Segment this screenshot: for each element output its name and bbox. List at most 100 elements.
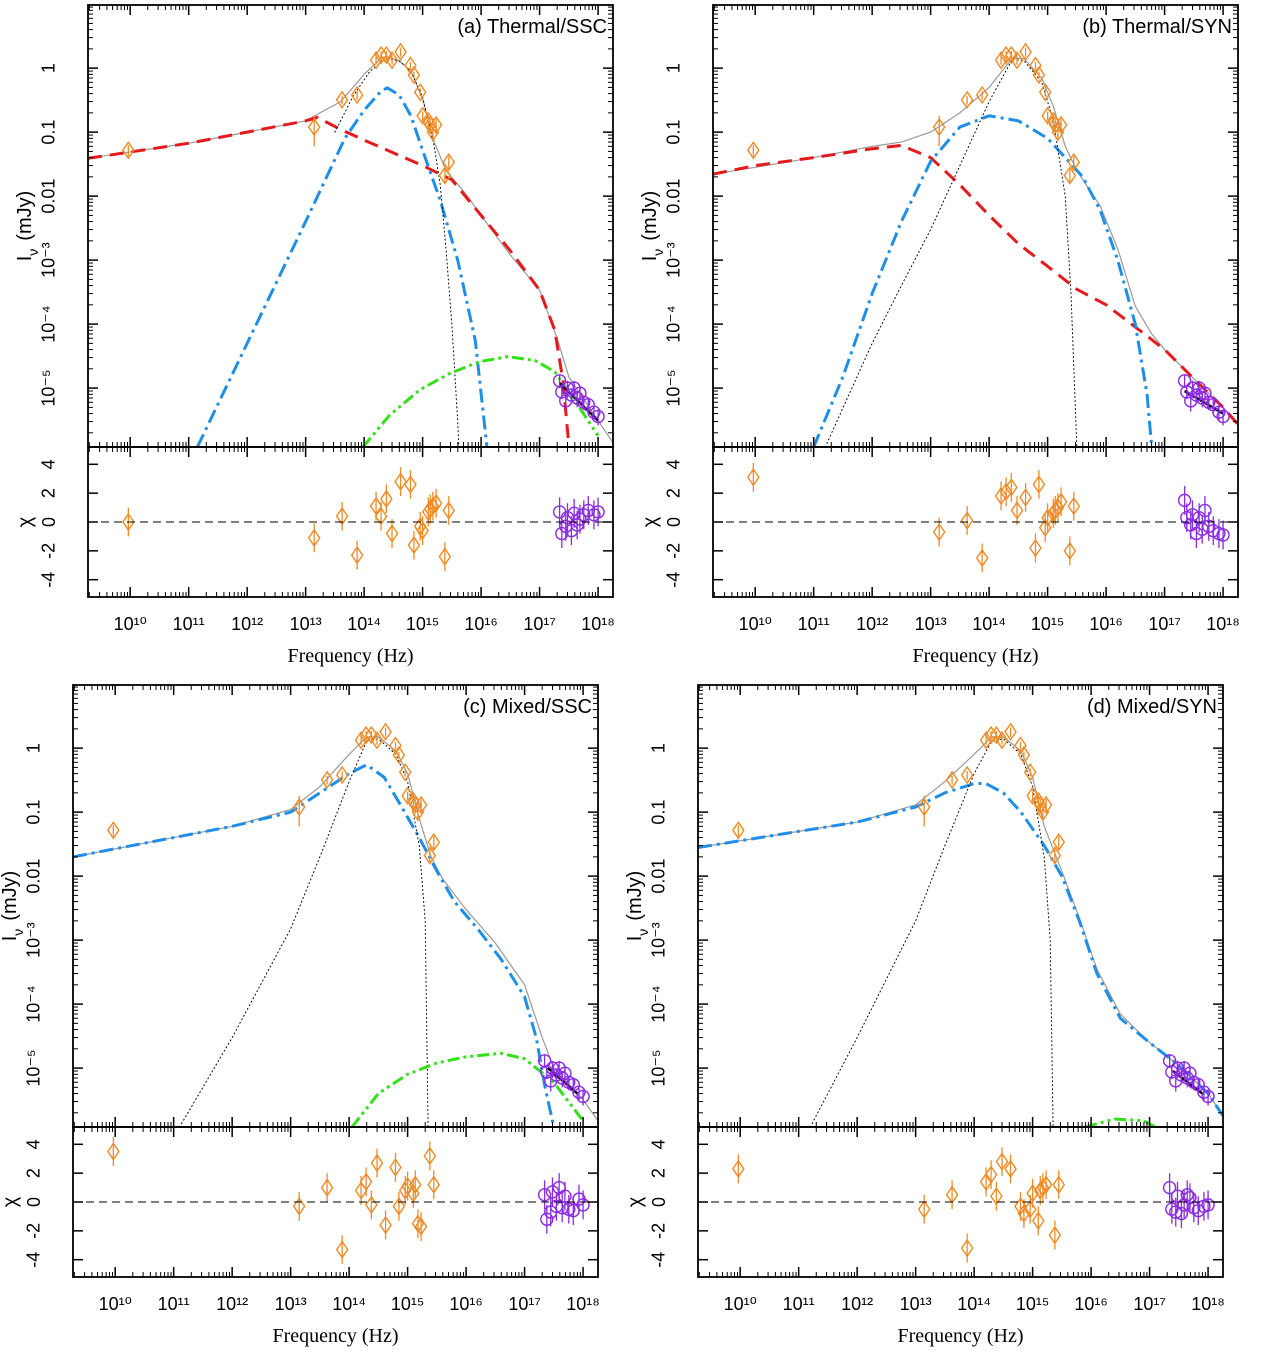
- data-point: [292, 1197, 306, 1216]
- data-point: [960, 765, 974, 785]
- y-axis-label: Iν (mJy): [639, 191, 665, 262]
- y-tick-label: 0.1: [649, 800, 669, 825]
- data-point: [1048, 1225, 1062, 1245]
- residual-frame: [697, 1126, 1224, 1278]
- data-point: [1010, 50, 1024, 70]
- y-tick-label: -2: [664, 543, 684, 559]
- y-tick-label: 1: [24, 743, 44, 753]
- data-point: [392, 1197, 406, 1216]
- data-point: [385, 524, 399, 543]
- data-point: [746, 468, 760, 487]
- data-point: [990, 1186, 1003, 1206]
- data-point: [292, 797, 306, 817]
- data-point: [1019, 42, 1032, 62]
- data-point: [1054, 492, 1068, 512]
- data-point: [407, 535, 421, 555]
- x-tick-label: 10¹²: [231, 614, 263, 634]
- data-point: [746, 141, 760, 160]
- y-label-symbol: I: [639, 256, 661, 262]
- data-point: [1005, 478, 1018, 497]
- data-point: [587, 405, 601, 419]
- residual-plot: [106, 1137, 590, 1265]
- data-point: [404, 475, 417, 494]
- y-tick-label: 4: [24, 1139, 44, 1149]
- data-point: [960, 90, 974, 110]
- data-point: [1063, 166, 1077, 185]
- data-point: [999, 482, 1013, 501]
- data-point: [106, 821, 120, 840]
- y-tick-label: 0.1: [39, 120, 59, 145]
- data-point: [1212, 405, 1226, 419]
- residual-label: χ: [624, 1196, 646, 1207]
- y-tick-label: -4: [649, 1252, 669, 1268]
- data-point: [960, 1238, 974, 1258]
- data-point: [945, 770, 959, 790]
- x-tick-label: 10¹⁴: [957, 1294, 991, 1314]
- residual-label: χ: [639, 516, 661, 527]
- x-tick-label: 10¹⁶: [464, 614, 497, 634]
- data-point: [555, 526, 569, 541]
- data-point: [1052, 1175, 1066, 1194]
- x-axis-label: Frequency (Hz): [287, 645, 413, 667]
- model-line: [698, 782, 1223, 1117]
- y-label-unit: (mJy): [0, 871, 21, 921]
- y-tick-label: 1: [649, 743, 669, 753]
- data-point: [1067, 152, 1081, 172]
- y-tick-label: 10⁻⁴: [24, 985, 44, 1022]
- x-tick-label: 10¹⁰: [739, 614, 772, 634]
- data-point: [932, 117, 946, 137]
- data-point: [385, 50, 399, 70]
- x-tick-label: 10¹⁰: [114, 614, 147, 634]
- data-point: [121, 141, 135, 160]
- data-point: [558, 1189, 572, 1203]
- y-tick-label: 0: [39, 517, 59, 527]
- data-point: [416, 106, 429, 126]
- main-frame: [712, 4, 1239, 448]
- data-point: [350, 85, 364, 105]
- main-frame: [72, 684, 599, 1128]
- data-point: [1198, 386, 1212, 400]
- x-tick-label: 10¹⁴: [972, 614, 1006, 634]
- data-point: [540, 1212, 554, 1227]
- x-tick-label: 10¹⁶: [1074, 1294, 1107, 1314]
- data-point: [995, 730, 1009, 750]
- y-tick-label: 2: [39, 488, 59, 498]
- x-tick-label: 10¹⁵: [1031, 614, 1064, 634]
- y-tick-label: -2: [24, 1223, 44, 1239]
- x-tick-label: 10¹⁷: [1148, 614, 1181, 634]
- model-line: [698, 736, 1223, 1117]
- main-plot: [698, 722, 1223, 1127]
- data-point: [1032, 65, 1046, 85]
- model-line: [73, 736, 598, 1122]
- data-point: [1201, 1089, 1215, 1104]
- x-tick-label: 10¹⁸: [581, 614, 615, 634]
- x-tick-label: 10¹³: [915, 614, 947, 634]
- model-line: [88, 115, 571, 445]
- y-axis-label: Iν (mJy): [0, 871, 26, 942]
- data-point: [335, 506, 349, 526]
- data-point: [576, 1198, 590, 1212]
- data-point: [1029, 538, 1042, 558]
- x-tick-label: 10¹⁵: [1016, 1294, 1049, 1314]
- model-line: [350, 1051, 585, 1127]
- x-axis-label: Frequency (Hz): [897, 1325, 1023, 1347]
- main-plot: [713, 42, 1238, 447]
- data-point: [1010, 501, 1024, 520]
- model-line: [334, 58, 460, 447]
- data-point: [537, 1188, 552, 1202]
- data-point: [975, 548, 989, 568]
- data-point: [429, 115, 443, 135]
- data-point: [394, 42, 407, 62]
- data-point: [379, 1215, 392, 1235]
- data-point: [1201, 1198, 1215, 1212]
- data-point: [335, 1240, 349, 1259]
- y-tick-label: 2: [649, 1168, 669, 1178]
- residual-frame: [87, 446, 614, 598]
- residual-plot: [121, 467, 605, 572]
- panel-title: (a) Thermal/SSC: [457, 16, 607, 38]
- data-point: [359, 1172, 373, 1192]
- x-tick-label: 10¹³: [275, 1294, 307, 1314]
- data-point: [573, 386, 587, 400]
- y-tick-label: 1: [664, 63, 684, 73]
